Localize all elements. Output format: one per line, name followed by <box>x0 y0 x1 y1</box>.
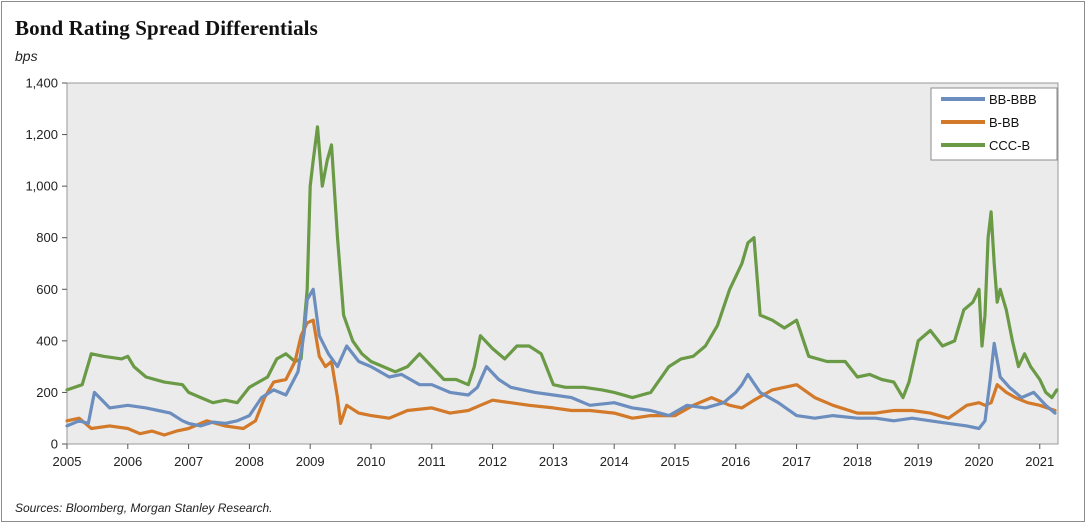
x-tick-label: 2009 <box>296 454 325 469</box>
x-tick-label: 2010 <box>357 454 386 469</box>
y-axis: 0 200 400 600 800 1,000 1,200 1,400 <box>25 76 67 452</box>
x-tick-label: 2014 <box>600 454 629 469</box>
series-lines <box>65 125 1059 437</box>
x-tick-label: 2017 <box>782 454 811 469</box>
x-tick-label: 2006 <box>113 454 142 469</box>
series-line-bb-bbb <box>65 287 1057 431</box>
legend-label-b-bb: B-BB <box>989 115 1019 130</box>
x-tick-label: 2021 <box>1025 454 1054 469</box>
x-tick-label: 2013 <box>539 454 568 469</box>
y-tick-label: 1,200 <box>25 127 58 142</box>
series-line-ccc-b <box>65 125 1059 405</box>
y-tick-label: 600 <box>36 282 58 297</box>
x-axis: 2005 2006 2007 2008 2009 2010 2011 2012 2013 2014… <box>53 444 1054 469</box>
x-tick-label: 2015 <box>661 454 690 469</box>
y-tick-label: 200 <box>36 385 58 400</box>
legend-label-ccc-b: CCC-B <box>989 138 1030 153</box>
x-tick-label: 2011 <box>418 454 446 469</box>
legend-label-bb-bbb: BB-BBB <box>989 92 1037 107</box>
legend: BB-BBB B-BB CCC-B <box>930 87 1058 161</box>
units-label: bps <box>15 48 38 64</box>
x-tick-label: 2007 <box>174 454 203 469</box>
plot-area <box>66 82 1059 445</box>
x-tick-label: 2019 <box>904 454 933 469</box>
y-tick-label: 400 <box>36 333 58 348</box>
series-line-b-bb <box>65 318 1057 437</box>
y-tick-label: 1,000 <box>25 179 58 194</box>
x-tick-label: 2005 <box>53 454 82 469</box>
x-tick-label: 2020 <box>965 454 994 469</box>
x-tick-label: 2008 <box>235 454 264 469</box>
chart-title: Bond Rating Spread Differentials <box>15 16 318 40</box>
y-tick-label: 1,400 <box>25 76 58 91</box>
y-tick-label: 800 <box>36 230 58 245</box>
x-tick-label: 2012 <box>478 454 507 469</box>
x-tick-label: 2016 <box>721 454 750 469</box>
y-tick-label: 0 <box>51 437 58 452</box>
x-tick-label: 2018 <box>843 454 872 469</box>
source-note: Sources: Bloomberg, Morgan Stanley Resea… <box>15 501 273 515</box>
